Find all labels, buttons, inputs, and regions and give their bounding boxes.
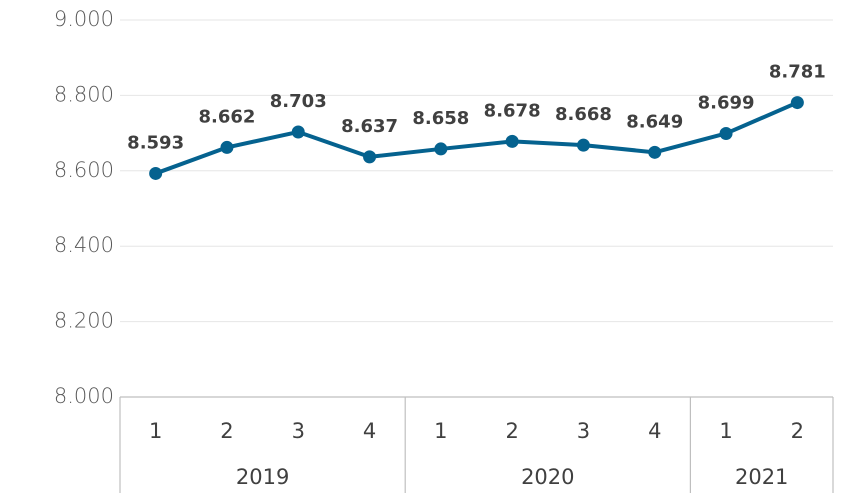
data-label: 8.678: [484, 100, 541, 121]
point: [505, 134, 519, 148]
group-label: 2020: [521, 465, 574, 489]
data-label: 8.658: [412, 108, 469, 129]
y-tick-label: 8.400: [54, 233, 114, 257]
point: [220, 140, 234, 154]
group-label: 2019: [236, 465, 289, 489]
x-tick-label: 2: [791, 419, 804, 443]
x-tick-label: 3: [577, 419, 590, 443]
point: [363, 150, 377, 164]
x-tick-label: 1: [719, 419, 732, 443]
x-tick-label: 1: [434, 419, 447, 443]
point: [576, 138, 590, 152]
point: [434, 142, 448, 156]
data-label: 8.703: [270, 91, 327, 112]
data-label: 8.662: [198, 106, 255, 127]
point: [790, 96, 804, 110]
x-tick-label: 2: [220, 419, 233, 443]
y-tick-label: 8.000: [54, 384, 114, 408]
y-tick-label: 9.000: [54, 7, 114, 31]
y-tick-label: 8.800: [54, 82, 114, 106]
data-label: 8.593: [127, 132, 184, 153]
x-tick-label: 4: [648, 419, 661, 443]
data-label: 8.668: [555, 104, 612, 125]
x-tick-label: 4: [363, 419, 376, 443]
x-tick-label: 2: [505, 419, 518, 443]
data-label: 8.781: [769, 62, 826, 83]
point: [719, 126, 733, 140]
point: [648, 145, 662, 159]
y-tick-label: 8.200: [54, 309, 114, 333]
x-tick-label: 3: [292, 419, 305, 443]
data-label: 8.637: [341, 116, 398, 137]
point: [291, 125, 305, 139]
data-label: 8.699: [698, 92, 755, 113]
group-label: 2021: [735, 465, 788, 489]
line: [154, 100, 799, 176]
data-label: 8.649: [626, 111, 683, 132]
y-tick-label: 8.600: [54, 158, 114, 182]
point: [149, 166, 163, 180]
x-tick-label: 1: [149, 419, 162, 443]
